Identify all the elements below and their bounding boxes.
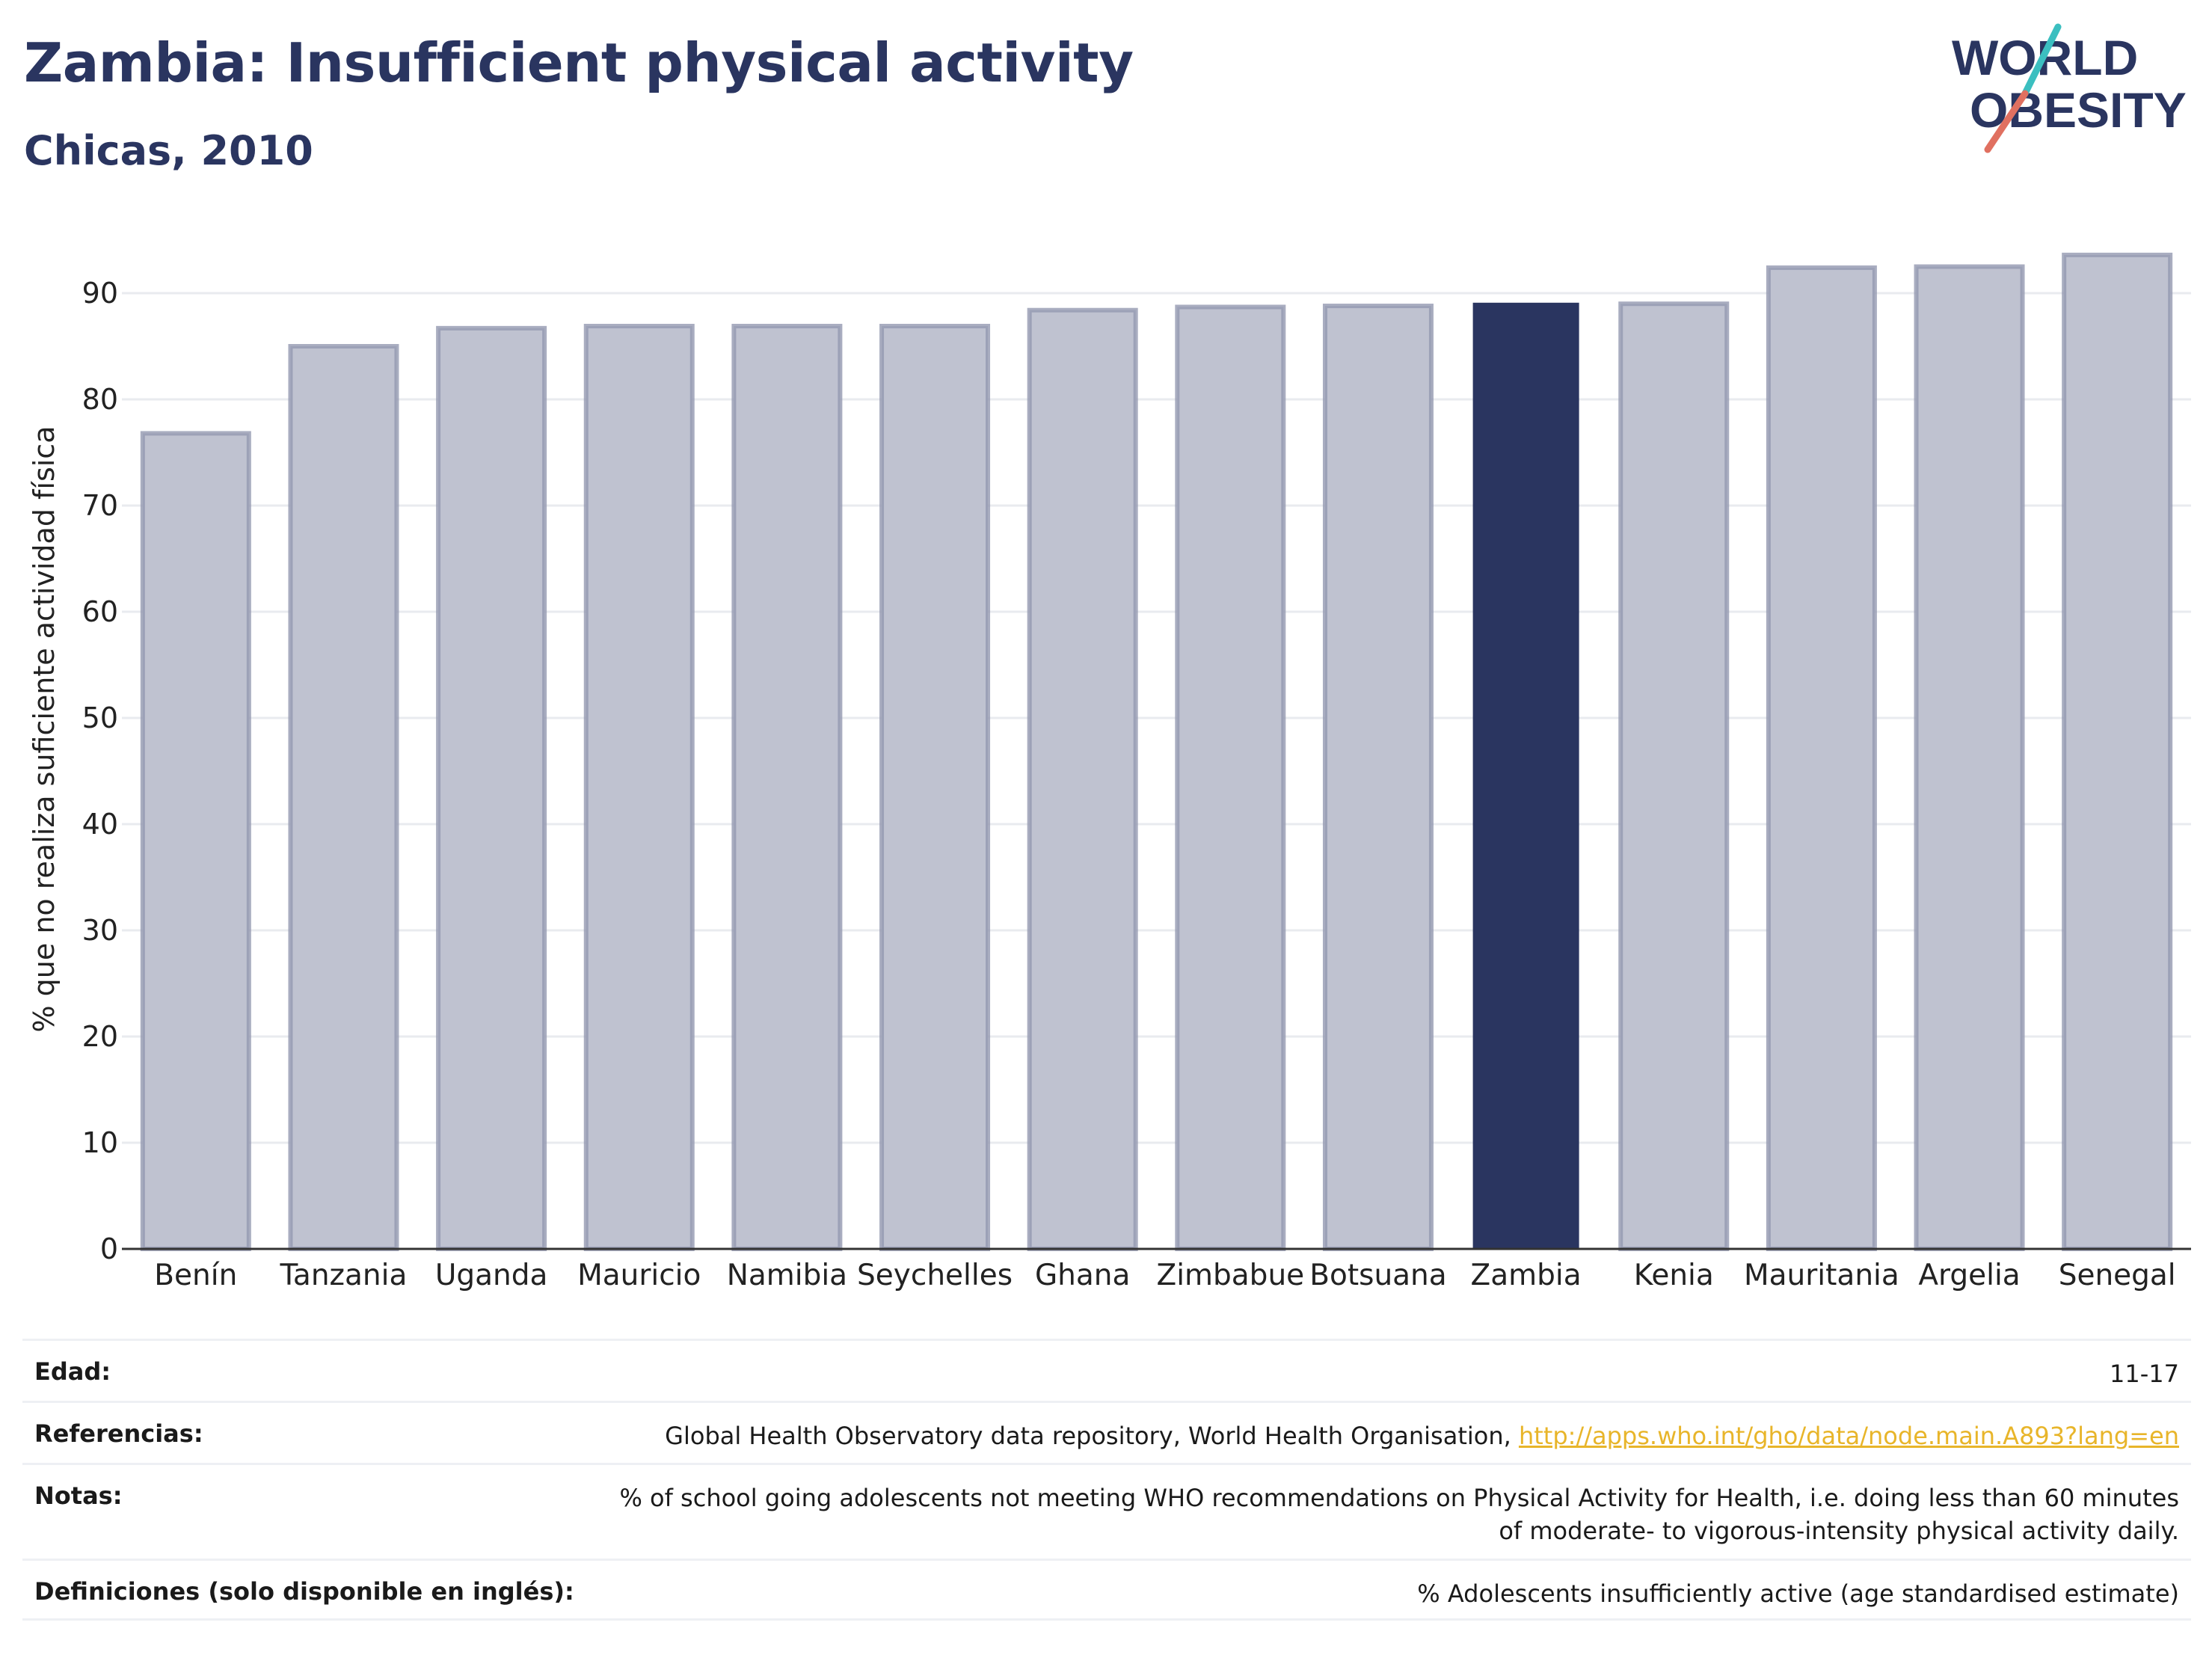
bar-botsuana[interactable] [1322, 304, 1434, 1251]
grid-lines [122, 292, 2191, 1144]
y-tick-label: 20 [82, 1020, 118, 1053]
meta-row-references: Referencias: Global Health Observatory d… [22, 1401, 2191, 1463]
x-tick-label: Zambia [1471, 1259, 1582, 1292]
x-tick-label: Mauritania [1744, 1259, 1899, 1292]
meta-row-age: Edad: 11-17 [22, 1339, 2191, 1401]
y-tick-label: 90 [82, 277, 118, 310]
bar-argelia[interactable] [1914, 264, 2025, 1251]
y-tick-label: 0 [100, 1232, 118, 1265]
chart-title: Zambia: Insufficient physical activity [24, 31, 1134, 94]
x-tick-label: Senegal [2059, 1259, 2176, 1292]
bar-zimbabue[interactable] [1175, 304, 1286, 1252]
bar-kenia[interactable] [1618, 301, 1730, 1252]
y-tick-label: 40 [82, 808, 118, 841]
age-label: Edad: [34, 1357, 111, 1386]
chart-subtitle: Chicas, 2010 [24, 127, 313, 174]
bar-seychelles[interactable] [879, 324, 991, 1251]
bar-chart: 0 10 20 30 40 50 60 70 80 90 Benín Tanzania Uganda Ma… [28, 252, 2191, 1292]
x-tick-label: Kenia [1634, 1259, 1714, 1292]
x-tick-label: Benín [154, 1259, 237, 1292]
references-link[interactable]: http://apps.who.int/gho/data/node.main.A… [1518, 1422, 2179, 1450]
y-tick-label: 60 [82, 595, 118, 628]
logo-slash-coral [1984, 90, 2029, 153]
x-tick-label: Argelia [1918, 1259, 2020, 1292]
world-obesity-logo[interactable]: WORLD OBESITY [1952, 22, 2199, 157]
bar-tanzania[interactable] [288, 344, 399, 1251]
x-tick-label: Seychelles [857, 1259, 1013, 1292]
x-tick-label: Mauricio [577, 1259, 701, 1292]
x-tick-label: Ghana [1035, 1259, 1130, 1292]
x-tick-label: Namibia [727, 1259, 847, 1292]
age-value: 11-17 [2110, 1360, 2179, 1388]
references-label: Referencias: [34, 1419, 203, 1448]
y-tick-label: 80 [82, 383, 118, 416]
bar-mauritania[interactable] [1766, 265, 1877, 1251]
y-tick-label: 70 [82, 489, 118, 522]
bar-benín[interactable] [140, 431, 251, 1252]
meta-row-definitions: Definiciones (solo disponible en inglés)… [22, 1559, 2191, 1621]
logo-slash-teal [2021, 23, 2062, 97]
definitions-label: Definiciones (solo disponible en inglés)… [34, 1577, 574, 1606]
bar-zambia[interactable] [1472, 302, 1579, 1249]
bar-mauricio[interactable] [583, 324, 695, 1251]
y-axis-title: % que no realiza suficiente actividad fí… [28, 426, 61, 1033]
metadata-table: Edad: 11-17 Referencias: Global Health O… [22, 1339, 2191, 1621]
y-tick-label: 50 [82, 701, 118, 734]
bars [140, 252, 2173, 1252]
bar-namibia[interactable] [731, 324, 843, 1251]
bar-uganda[interactable] [436, 325, 547, 1251]
x-tick-label: Zimbabue [1156, 1259, 1304, 1292]
axes: 0 10 20 30 40 50 60 70 80 90 Benín Tanzania Uganda Ma… [82, 277, 2191, 1292]
notes-value: % of school going adolescents not meetin… [619, 1484, 2179, 1545]
definitions-value: % Adolescents insufficiently active (age… [1417, 1579, 2179, 1608]
x-tick-label: Botsuana [1309, 1259, 1446, 1292]
bar-ghana[interactable] [1027, 307, 1138, 1252]
references-text: Global Health Observatory data repositor… [665, 1422, 1511, 1450]
bar-senegal[interactable] [2062, 252, 2173, 1251]
x-tick-label: Tanzania [280, 1259, 408, 1292]
notes-label: Notas: [34, 1481, 123, 1510]
x-tick-label: Uganda [435, 1259, 548, 1292]
meta-row-notes: Notas: % of school going adolescents not… [22, 1463, 2191, 1559]
references-value: Global Health Observatory data repositor… [665, 1419, 2179, 1452]
y-tick-label: 30 [82, 914, 118, 947]
y-tick-label: 10 [82, 1126, 118, 1159]
